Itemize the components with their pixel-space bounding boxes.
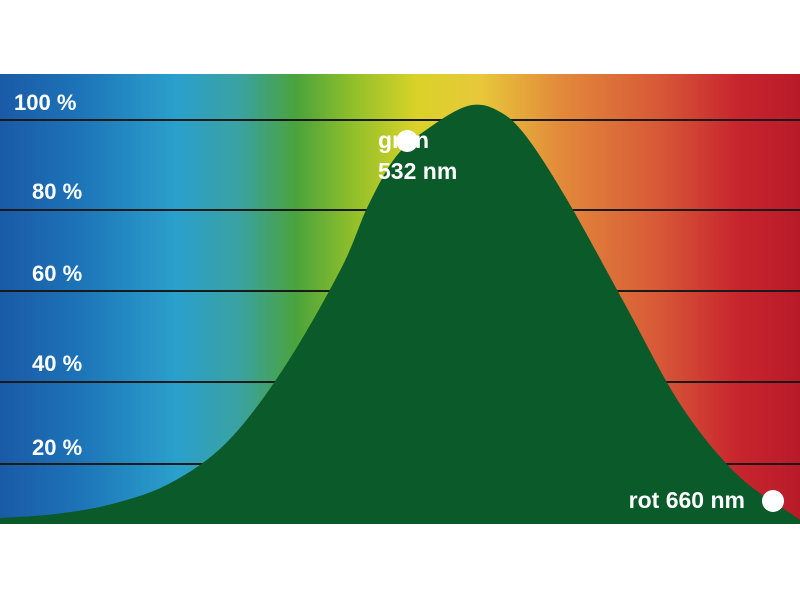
annotation-green-label: grün: [378, 127, 429, 153]
y-tick-label-40: 40 %: [32, 351, 82, 376]
sensitivity-curve-area: [0, 104, 800, 525]
annotation-markers: grün 532 nm rot 660 nm: [378, 127, 784, 513]
y-tick-label-100: 100 %: [14, 90, 76, 115]
y-tick-label-20: 20 %: [32, 435, 82, 460]
marker-red-660: [762, 490, 784, 512]
annotation-red-label: rot 660 nm: [629, 487, 745, 513]
marker-green-532: [396, 130, 419, 152]
annotation-green-wavelength: 532 nm: [378, 158, 457, 184]
y-tick-labels: 20 % 40 % 60 % 80 % 100 %: [14, 90, 82, 460]
y-tick-label-60: 60 %: [32, 261, 82, 286]
y-tick-label-80: 80 %: [32, 179, 82, 204]
